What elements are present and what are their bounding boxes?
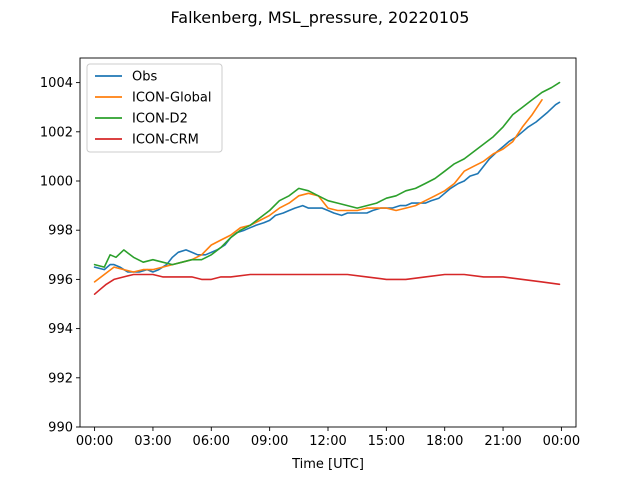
y-tick-label: 1002 (40, 125, 73, 140)
x-tick-label: 00:00 (76, 434, 113, 449)
series-line-icon-d2 (93, 81, 561, 268)
y-tick-label: 994 (48, 322, 73, 337)
axes-layer: 00:00 03:00 06:00 09:00 12:00 15:00 18:00 21:00… (40, 57, 580, 449)
series-line-icon-crm (93, 273, 561, 296)
series-line-obs (93, 101, 561, 273)
legend-box (86, 63, 223, 153)
y-tick-label: 998 (48, 224, 73, 239)
legend-label-icon-crm: ICON-CRM (132, 133, 199, 148)
x-tick-label: 21:00 (484, 434, 521, 449)
x-tick-label: 00:00 (543, 434, 580, 449)
y-tick-label: 1004 (40, 76, 73, 91)
x-tick-label: 09:00 (251, 434, 288, 449)
y-tick-label: 992 (48, 371, 73, 386)
series-layer (93, 81, 561, 296)
x-tick-label: 12:00 (309, 434, 346, 449)
x-tick-label: 15:00 (368, 434, 405, 449)
x-tick-label: 03:00 (134, 434, 171, 449)
legend-label-icon-global: ICON-Global (132, 91, 212, 106)
legend-label-icon-d2: ICON-D2 (132, 112, 188, 127)
x-axis-label: Time [UTC] (291, 457, 364, 472)
x-tick-label: 18:00 (426, 434, 463, 449)
chart-title: Falkenberg, MSL_pressure, 20220105 (171, 8, 470, 28)
chart-legend: Obs ICON-Global ICON-D2 ICON-CRM (86, 63, 223, 153)
x-tick-label: 06:00 (193, 434, 230, 449)
legend-label-obs: Obs (132, 70, 157, 85)
y-tick-label: 1000 (40, 175, 73, 190)
y-tick-label: 996 (48, 273, 73, 288)
y-tick-label: 990 (48, 421, 73, 436)
